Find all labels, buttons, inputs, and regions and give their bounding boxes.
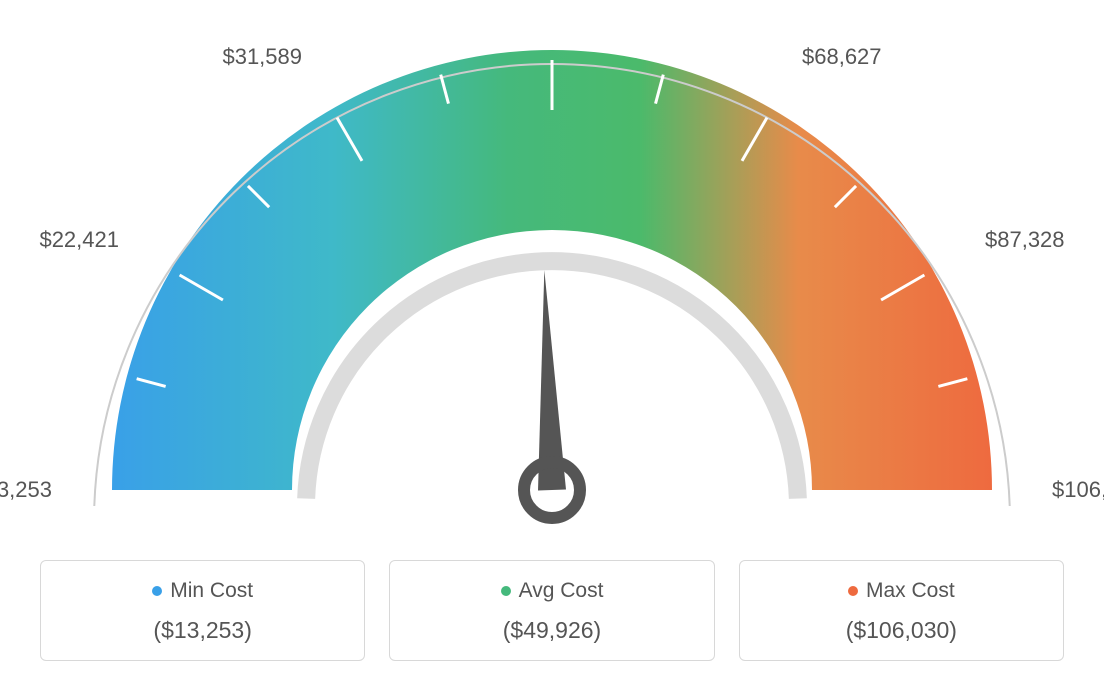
- legend-title-text: Max Cost: [866, 579, 955, 602]
- legend-value-avg: ($49,926): [400, 617, 703, 644]
- legend-row: Min Cost ($13,253) Avg Cost ($49,926) Ma…: [0, 560, 1104, 661]
- legend-box-max: Max Cost ($106,030): [739, 560, 1064, 661]
- legend-value-max: ($106,030): [750, 617, 1053, 644]
- gauge-svg: [0, 0, 1104, 540]
- gauge-tick-label: $87,328: [985, 227, 1065, 253]
- dot-icon: [848, 586, 858, 596]
- gauge-tick-label: $68,627: [802, 44, 882, 70]
- legend-box-min: Min Cost ($13,253): [40, 560, 365, 661]
- legend-box-avg: Avg Cost ($49,926): [389, 560, 714, 661]
- gauge-tick-label: $13,253: [0, 477, 52, 503]
- dot-icon: [501, 586, 511, 596]
- dot-icon: [152, 586, 162, 596]
- legend-title-text: Min Cost: [170, 579, 253, 602]
- gauge-tick-label: $22,421: [39, 227, 119, 253]
- gauge-chart: $13,253$22,421$31,589$49,926$68,627$87,3…: [0, 0, 1104, 540]
- legend-title-max: Max Cost: [750, 579, 1053, 603]
- legend-title-avg: Avg Cost: [400, 579, 703, 603]
- legend-title-min: Min Cost: [51, 579, 354, 603]
- legend-value-min: ($13,253): [51, 617, 354, 644]
- gauge-tick-label: $31,589: [222, 44, 302, 70]
- legend-title-text: Avg Cost: [519, 579, 604, 602]
- gauge-tick-label: $106,030: [1052, 477, 1104, 503]
